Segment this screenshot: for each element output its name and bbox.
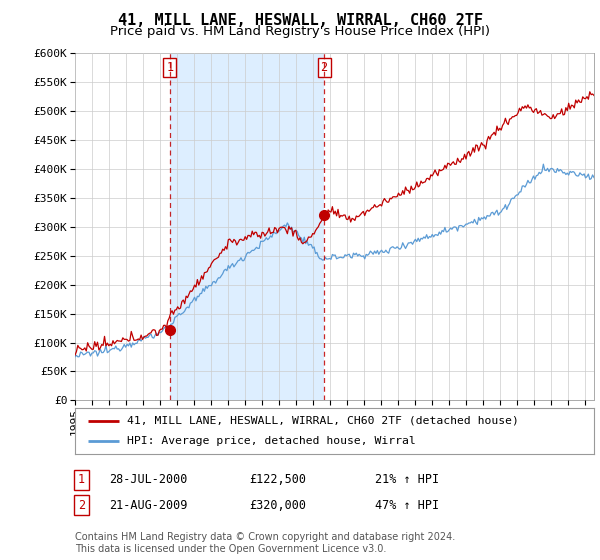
Text: 2: 2 xyxy=(320,60,328,73)
Text: 41, MILL LANE, HESWALL, WIRRAL, CH60 2TF: 41, MILL LANE, HESWALL, WIRRAL, CH60 2TF xyxy=(118,13,482,28)
Text: £320,000: £320,000 xyxy=(249,498,306,512)
Text: 21% ↑ HPI: 21% ↑ HPI xyxy=(375,473,439,487)
Text: 21-AUG-2009: 21-AUG-2009 xyxy=(109,498,188,512)
Text: 28-JUL-2000: 28-JUL-2000 xyxy=(109,473,188,487)
Text: Contains HM Land Registry data © Crown copyright and database right 2024.
This d: Contains HM Land Registry data © Crown c… xyxy=(75,532,455,554)
Bar xyxy=(170,53,324,400)
Text: HPI: Average price, detached house, Wirral: HPI: Average price, detached house, Wirr… xyxy=(127,436,416,446)
Text: 1: 1 xyxy=(78,473,85,487)
Text: 47% ↑ HPI: 47% ↑ HPI xyxy=(375,498,439,512)
Text: 2: 2 xyxy=(78,498,85,512)
Text: 41, MILL LANE, HESWALL, WIRRAL, CH60 2TF (detached house): 41, MILL LANE, HESWALL, WIRRAL, CH60 2TF… xyxy=(127,416,519,426)
Text: 1: 1 xyxy=(166,60,173,73)
Text: Price paid vs. HM Land Registry's House Price Index (HPI): Price paid vs. HM Land Registry's House … xyxy=(110,25,490,38)
Text: £122,500: £122,500 xyxy=(249,473,306,487)
